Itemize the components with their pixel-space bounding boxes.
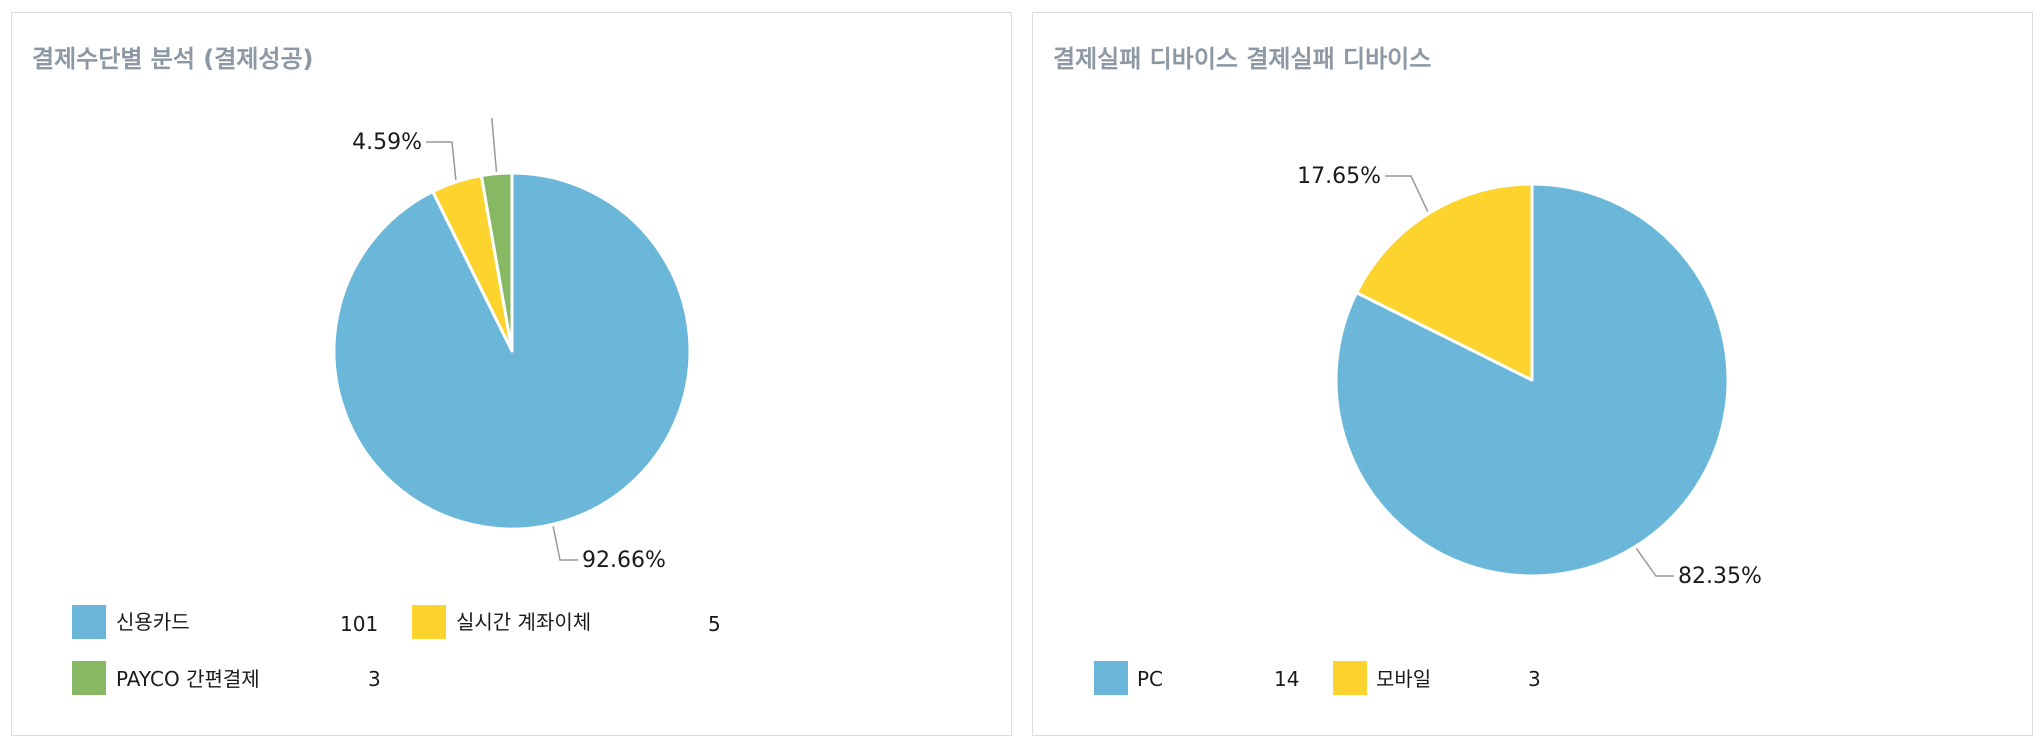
leader-line-0 bbox=[1635, 547, 1674, 577]
legend-value-mobile: 3 bbox=[1528, 667, 1541, 691]
legend-swatch-pc bbox=[1094, 661, 1128, 695]
chart-title: 결제수단별 분석 (결제성공) bbox=[32, 45, 314, 73]
legend-label-mobile: 모바일 bbox=[1376, 667, 1432, 691]
leader-line-1 bbox=[1385, 175, 1429, 212]
legend-label-credit-card: 신용카드 bbox=[116, 610, 190, 634]
slice-percent-label-1: 17.65% bbox=[1297, 164, 1381, 189]
legend-swatch-credit-card bbox=[72, 605, 106, 639]
legend-value-payco: 3 bbox=[368, 667, 381, 691]
payment-method-chart-panel: 결제수단별 분석 (결제성공) 92.66% 4.59% 신용카드 101 실시간… bbox=[11, 12, 1012, 736]
failed-device-chart-panel: 결제실패 디바이스 결제실패 디바이스 82.35% 17.65% PC 14 모… bbox=[1032, 12, 2033, 736]
legend-label-pc: PC bbox=[1137, 667, 1164, 691]
slice-percent-label-0: 92.66% bbox=[582, 548, 666, 573]
chart-title: 결제실패 디바이스 결제실패 디바이스 bbox=[1053, 45, 1432, 73]
legend-label-bank-transfer: 실시간 계좌이체 bbox=[456, 610, 592, 634]
legend-swatch-mobile bbox=[1333, 661, 1367, 695]
legend-value-bank-transfer: 5 bbox=[708, 612, 721, 636]
legend-swatch-payco bbox=[72, 661, 106, 695]
leader-line-0 bbox=[552, 526, 578, 561]
legend-label-payco: PAYCO 간편결제 bbox=[116, 667, 260, 691]
slice-percent-label-0: 82.35% bbox=[1678, 564, 1762, 589]
pie-slice-2[interactable] bbox=[479, 171, 514, 353]
payment-method-pie-chart: 92.66% 4.59% bbox=[332, 117, 692, 573]
legend-value-credit-card: 101 bbox=[340, 612, 379, 636]
leader-line-2 bbox=[491, 117, 498, 172]
failed-device-pie-chart: 82.35% 17.65% bbox=[1297, 164, 1762, 589]
legend-value-pc: 14 bbox=[1274, 667, 1300, 691]
slice-percent-label-1: 4.59% bbox=[352, 130, 422, 155]
pie-slice-1[interactable] bbox=[1355, 182, 1534, 382]
leader-line-1 bbox=[426, 141, 457, 181]
legend-swatch-bank-transfer bbox=[412, 605, 446, 639]
